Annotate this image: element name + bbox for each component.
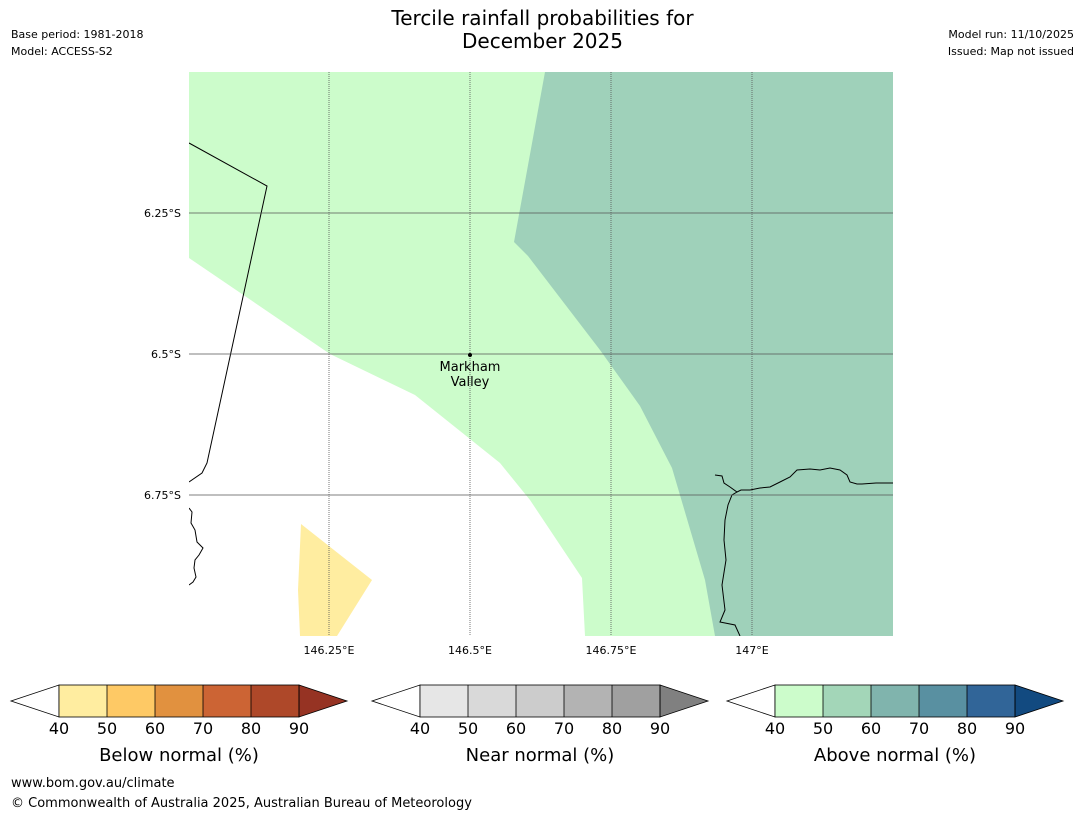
colorbar-below-tick: 60 [144, 719, 166, 738]
place-label: Markham Valley [420, 360, 520, 390]
issued-text: Issued: Map not issued [947, 45, 1074, 58]
colorbar-below-min-arrow [9, 684, 60, 718]
model-run-text: Model run: 11/10/2025 [948, 28, 1074, 41]
colorbar-above-tick: 70 [908, 719, 930, 738]
colorbar-above-tick: 90 [1004, 719, 1026, 738]
lat-label-6-5: 6.5°S [151, 348, 181, 361]
colorbar-below-tick: 40 [48, 719, 70, 738]
lon-label-146-75: 146.75°E [585, 644, 637, 657]
colorbar-below-tick: 90 [288, 719, 310, 738]
colorbar-above-min-arrow [725, 684, 776, 718]
colorbar-near-max-arrow [659, 684, 710, 718]
colorbar-near-seg-1 [420, 685, 468, 717]
coastline-west [189, 507, 204, 586]
colorbar-above-seg-2 [823, 685, 871, 717]
colorbar-near [370, 684, 710, 718]
location-marker [468, 353, 472, 357]
place-label-line-2: Valley [450, 375, 490, 390]
lon-label-147: 147°E [735, 644, 769, 657]
colorbar-above-tick: 80 [956, 719, 978, 738]
colorbar-near-tick: 60 [505, 719, 527, 738]
colorbar-near-tick: 80 [601, 719, 623, 738]
header-meta-right: Model run: 11/10/2025 Issued: Map not is… [948, 26, 1074, 60]
coastline-east [714, 467, 893, 493]
graticule [189, 72, 893, 636]
colorbar-above-tick: 40 [764, 719, 786, 738]
colorbar-near-seg-4 [564, 685, 612, 717]
map-title: Tercile rainfall probabilities for Decem… [0, 7, 1085, 53]
colorbar-near-seg-2 [468, 685, 516, 717]
coastline-east-gulf [719, 491, 741, 636]
base-period-text: Base period: 1981-2018 [11, 28, 144, 41]
colorbar-near-seg-3 [516, 685, 564, 717]
colorbar-near-seg-5 [612, 685, 660, 717]
colorbar-above-tick: 50 [812, 719, 834, 738]
colorbar-above-seg-1 [775, 685, 823, 717]
colorbar-below-tick: 70 [192, 719, 214, 738]
colorbar-above-seg-3 [871, 685, 919, 717]
colorbar-below-seg-2 [107, 685, 155, 717]
colorbar-below-seg-3 [155, 685, 203, 717]
colorbar-below-max-arrow [298, 684, 349, 718]
title-line-2: December 2025 [462, 29, 623, 53]
title-line-1: Tercile rainfall probabilities for [391, 6, 694, 30]
colorbar-above [725, 684, 1065, 718]
colorbar-below-seg-4 [203, 685, 251, 717]
below-normal-40-50-region [298, 524, 372, 636]
copyright-text: © Commonwealth of Australia 2025, Austra… [11, 796, 472, 811]
colorbar-below-seg-5 [251, 685, 299, 717]
lon-label-146-25: 146.25°E [303, 644, 355, 657]
header-meta-left: Base period: 1981-2018 Model: ACCESS-S2 [11, 26, 143, 60]
colorbar-below-tick: 80 [240, 719, 262, 738]
colorbar-above-tick: 60 [860, 719, 882, 738]
colorbar-below-seg-1 [59, 685, 107, 717]
lon-label-146-5: 146.5°E [448, 644, 492, 657]
map-frame [189, 72, 893, 636]
lat-label-6-25: 6.25°S [144, 207, 181, 220]
place-label-line-1: Markham [439, 360, 501, 375]
colorbar-above-seg-4 [919, 685, 967, 717]
colorbar-near-title: Near normal (%) [465, 745, 615, 766]
colorbar-above-title: Above normal (%) [813, 745, 977, 766]
coastline-lines [189, 142, 893, 636]
colorbar-near-tick: 50 [457, 719, 479, 738]
border-line [189, 142, 268, 483]
website-link[interactable]: www.bom.gov.au/climate [11, 776, 175, 791]
colorbar-near-min-arrow [370, 684, 421, 718]
colorbar-near-tick: 70 [553, 719, 575, 738]
colorbar-above-seg-5 [967, 685, 1015, 717]
model-text: Model: ACCESS-S2 [11, 45, 113, 58]
colorbar-below-tick: 50 [96, 719, 118, 738]
colorbar-above-max-arrow [1014, 684, 1065, 718]
colorbar-near-tick: 90 [649, 719, 671, 738]
colorbar-below [9, 684, 349, 718]
lat-label-6-75: 6.75°S [144, 489, 181, 502]
colorbar-below-title: Below normal (%) [99, 745, 259, 766]
colorbar-near-tick: 40 [409, 719, 431, 738]
